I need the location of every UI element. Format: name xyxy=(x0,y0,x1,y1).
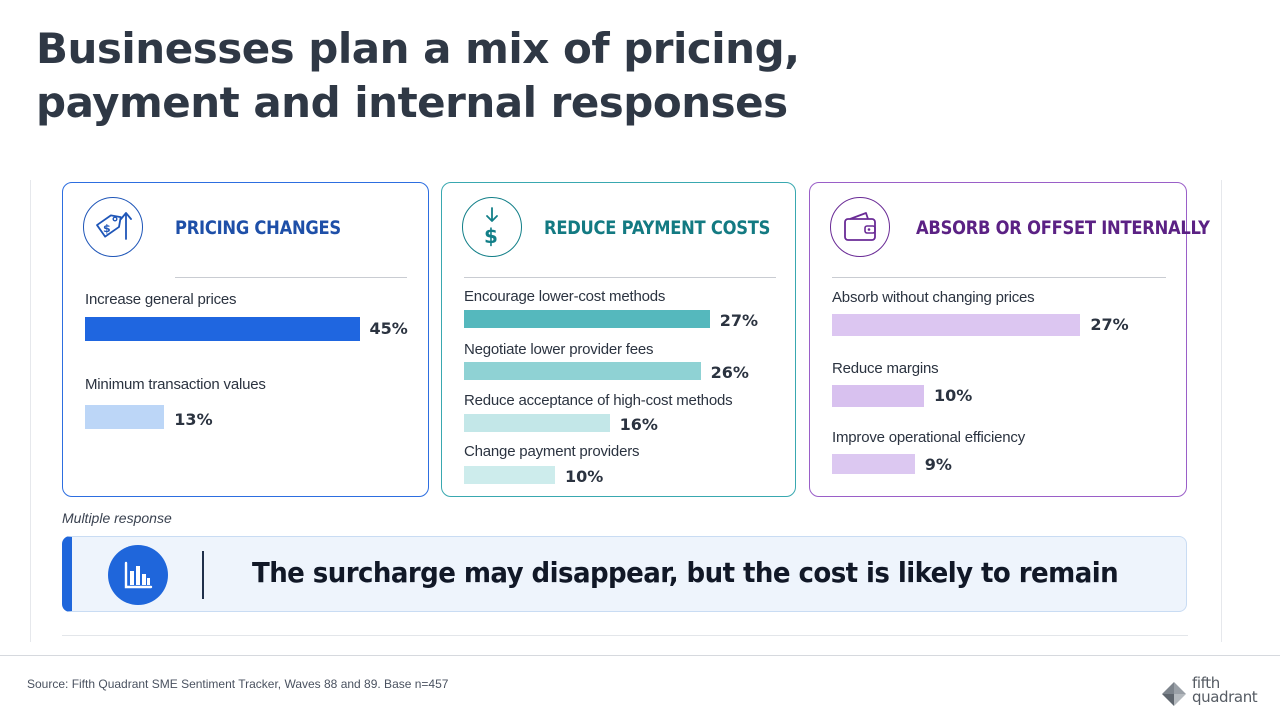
change-providers-value: 10% xyxy=(565,467,604,486)
absorb-offset-title: ABSORB OR OFFSET INTERNALLY xyxy=(916,217,1210,239)
pricing-changes-card: $ PRICING CHANGES Increase general price… xyxy=(62,182,429,497)
minimum-transaction-label: Minimum transaction values xyxy=(85,376,266,393)
absorb-offset-card: ABSORB OR OFFSET INTERNALLY Absorb witho… xyxy=(809,182,1210,497)
page-title: Businesses plan a mix of pricing, paymen… xyxy=(36,22,936,130)
absorb-without-changing-label: Absorb without changing prices xyxy=(832,289,1035,306)
negotiate-fees-bar xyxy=(464,362,701,380)
fifth-quadrant-logo-mark xyxy=(1162,682,1186,706)
logo-line-1: fifth xyxy=(1192,674,1220,692)
minimum-transaction-bar xyxy=(85,405,165,429)
reduce-margins-bar xyxy=(832,385,924,407)
takeaway-banner: The surcharge may disappear, but the cos… xyxy=(62,536,1187,612)
bar-chart-icon xyxy=(108,545,168,605)
banner-separator xyxy=(202,551,204,599)
multiple-response-note: Multiple response xyxy=(62,510,172,526)
fifth-quadrant-logo-text: fifth quadrant xyxy=(1192,674,1258,706)
payment-divider xyxy=(464,277,776,278)
negotiate-fees-value: 26% xyxy=(710,363,749,382)
minimum-transaction-value: 13% xyxy=(174,410,213,429)
pricing-divider xyxy=(175,277,407,278)
dollar-arrow-down-icon: $ xyxy=(462,197,522,257)
logo-line-2: quadrant xyxy=(1192,688,1258,706)
absorb-without-changing-bar xyxy=(832,314,1081,336)
takeaway-text: The surcharge may disappear, but the cos… xyxy=(252,556,1119,589)
change-providers-label: Change payment providers xyxy=(464,443,640,460)
encourage-lower-cost-label: Encourage lower-cost methods xyxy=(464,288,666,305)
reduce-payment-costs-title: REDUCE PAYMENT COSTS xyxy=(544,217,771,239)
reduce-payment-costs-card: $ REDUCE PAYMENT COSTS Encourage lower-c… xyxy=(441,182,796,497)
increase-prices-value: 45% xyxy=(369,319,408,338)
reduce-acceptance-label: Reduce acceptance of high-cost methods xyxy=(464,392,733,409)
content-frame xyxy=(30,180,1222,642)
absorb-divider xyxy=(832,277,1166,278)
absorb-without-changing-value: 27% xyxy=(1090,315,1129,334)
page-title-line-1: Businesses plan a mix of pricing, xyxy=(36,24,800,73)
reduce-margins-value: 10% xyxy=(934,386,973,405)
price-tag-arrow-up-icon: $ xyxy=(83,197,143,257)
encourage-lower-cost-value: 27% xyxy=(719,311,758,330)
increase-prices-bar xyxy=(85,317,360,341)
frame-bottom-divider xyxy=(62,635,1188,636)
increase-prices-label: Increase general prices xyxy=(85,291,237,308)
improve-efficiency-bar xyxy=(832,454,915,474)
wallet-icon xyxy=(830,197,890,257)
negotiate-fees-label: Negotiate lower provider fees xyxy=(464,341,654,358)
change-providers-bar xyxy=(464,466,555,484)
improve-efficiency-label: Improve operational efficiency xyxy=(832,429,1025,446)
source-note: Source: Fifth Quadrant SME Sentiment Tra… xyxy=(27,677,449,691)
improve-efficiency-value: 9% xyxy=(924,455,952,474)
reduce-margins-label: Reduce margins xyxy=(832,360,939,377)
reduce-acceptance-bar xyxy=(464,414,610,432)
encourage-lower-cost-bar xyxy=(464,310,710,328)
svg-text:$: $ xyxy=(484,224,498,248)
page-title-line-2: payment and internal responses xyxy=(36,78,788,127)
reduce-acceptance-value: 16% xyxy=(619,415,658,434)
pricing-changes-title: PRICING CHANGES xyxy=(175,217,341,239)
fifth-quadrant-logo: fifth quadrant xyxy=(1160,674,1270,714)
footer-divider xyxy=(0,655,1280,656)
svg-text:$: $ xyxy=(103,222,111,235)
